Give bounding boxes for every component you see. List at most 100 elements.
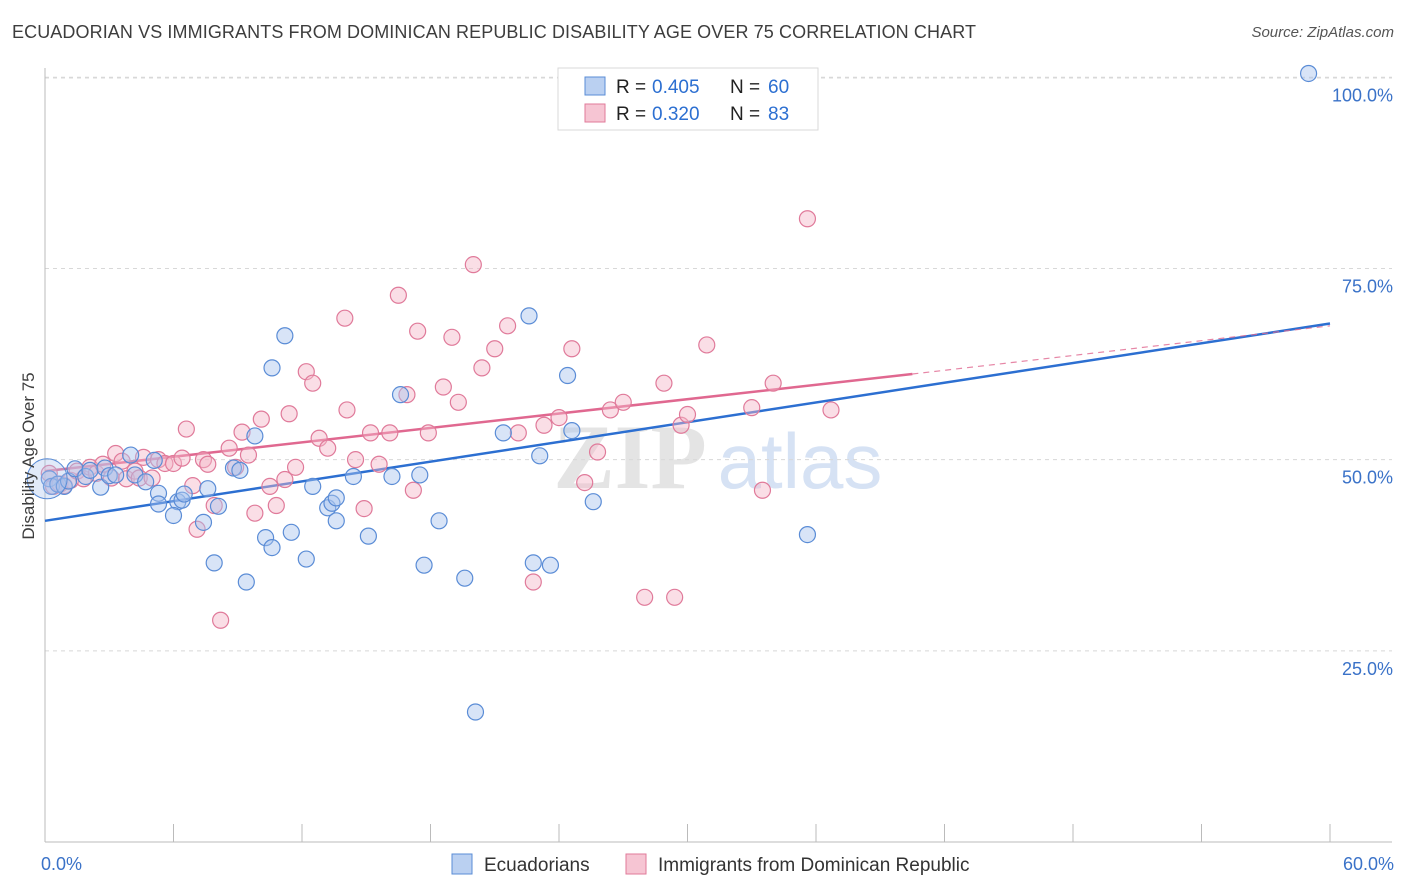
data-point-dominican — [134, 448, 153, 466]
data-point-dominican — [286, 458, 305, 476]
data-point-ecuadorian — [563, 421, 581, 440]
data-point-ecuadorian — [304, 477, 322, 496]
data-point-ecuadorian — [1299, 64, 1318, 83]
data-point-ecuadorian — [231, 461, 249, 479]
legend-r-label-2: R = — [616, 104, 646, 125]
data-point-ecuadorian — [344, 467, 362, 486]
data-point-dominican — [753, 481, 772, 499]
data-point-ecuadorian — [107, 466, 125, 484]
y-tick-label: 100.0% — [1332, 85, 1393, 105]
data-point-dominican — [636, 588, 654, 606]
data-point-ecuadorian — [122, 446, 140, 464]
data-point-dominican — [164, 454, 183, 473]
data-point-ecuadorian — [327, 489, 345, 507]
data-point-ecuadorian — [276, 327, 294, 345]
bottom-legend-label-ecuadorians: Ecuadorians — [484, 855, 590, 876]
data-point-ecuadorian — [584, 493, 602, 511]
data-point-ecuadorian — [531, 447, 549, 465]
data-point-dominican — [304, 374, 322, 392]
data-point-dominican — [346, 451, 365, 469]
data-point-dominican — [443, 328, 461, 346]
legend-r-value-2: 0.320 — [652, 104, 700, 125]
data-point-dominican — [398, 386, 416, 404]
data-point-ecuadorian — [456, 569, 474, 587]
data-point-dominican — [743, 399, 761, 417]
data-point-ecuadorian — [175, 485, 193, 503]
y-axis-title: Disability Age Over 75 — [19, 372, 38, 539]
bottom-legend-swatch-dominican — [625, 853, 647, 875]
data-point-dominican — [499, 317, 517, 335]
y-tick-label: 50.0% — [1342, 468, 1393, 488]
data-point-dominican — [261, 477, 279, 496]
data-point-dominican — [698, 336, 716, 354]
data-point-ecuadorian — [199, 480, 217, 498]
data-point-ecuadorian — [92, 478, 110, 496]
data-point-dominican — [338, 401, 356, 419]
legend-n-label-2: N = — [730, 104, 760, 125]
y-tick-label: 75.0% — [1342, 276, 1393, 296]
data-point-ecuadorian — [149, 495, 168, 513]
data-point-dominican — [666, 588, 684, 606]
bottom-legend-label-dominican: Immigrants from Dominican Republic — [658, 855, 970, 876]
legend-swatch-blue — [584, 76, 606, 96]
data-point-dominican — [449, 393, 467, 411]
data-point-dominican — [252, 410, 270, 428]
data-point-dominican — [280, 405, 298, 423]
data-point-ecuadorian — [137, 473, 155, 491]
data-point-ecuadorian — [798, 525, 817, 544]
source-label: Source: ZipAtlas.com — [1251, 24, 1394, 41]
data-point-dominican — [524, 573, 542, 591]
data-points — [26, 64, 1318, 721]
data-point-ecuadorian — [246, 427, 264, 445]
data-point-dominican — [464, 256, 482, 274]
data-point-dominican — [355, 499, 373, 518]
data-point-dominican — [764, 374, 782, 392]
data-point-ecuadorian — [520, 307, 538, 325]
data-point-ecuadorian — [100, 467, 118, 485]
data-point-dominican — [473, 359, 491, 377]
axes: 25.0% 50.0% 75.0% 100.0% 0.0% 60.0% — [41, 68, 1394, 874]
data-point-ecuadorian — [164, 506, 183, 525]
legend-r-value-1: 0.405 — [652, 77, 700, 98]
series-legend: Ecuadorians Immigrants from Dominican Re… — [451, 853, 970, 876]
data-point-dominican — [601, 401, 620, 419]
data-point-ecuadorian — [391, 386, 410, 404]
legend-r-label-1: R = — [616, 77, 646, 98]
data-point-dominican — [246, 504, 264, 522]
data-point-dominican — [267, 496, 285, 515]
data-point-dominican — [336, 309, 354, 327]
data-point-dominican — [212, 611, 230, 629]
chart-title: ECUADORIAN VS IMMIGRANTS FROM DOMINICAN … — [12, 22, 977, 42]
data-point-dominican — [220, 439, 238, 457]
data-point-ecuadorian — [541, 556, 560, 574]
trend-line-extension-pink — [912, 325, 1331, 375]
data-point-ecuadorian — [263, 359, 281, 377]
data-point-dominican — [173, 449, 191, 467]
x-tick-label: 0.0% — [41, 854, 82, 874]
data-point-dominican — [381, 424, 399, 442]
data-point-ecuadorian — [81, 461, 99, 479]
data-point-dominican — [361, 424, 380, 442]
data-point-dominican — [177, 420, 195, 438]
y-tick-label: 25.0% — [1342, 659, 1393, 679]
data-point-dominican — [798, 210, 817, 228]
data-point-dominican — [239, 446, 258, 464]
data-point-dominican — [389, 286, 407, 304]
data-point-dominican — [199, 455, 217, 473]
data-point-cluster — [26, 458, 68, 500]
data-point-dominican — [678, 405, 697, 424]
x-tick-label: 60.0% — [1343, 854, 1394, 874]
data-point-ecuadorian — [145, 451, 163, 470]
grid — [45, 76, 1392, 652]
data-point-ecuadorian — [209, 497, 228, 515]
data-point-dominican — [276, 470, 294, 489]
data-point-dominican — [655, 374, 673, 392]
data-point-ecuadorian — [205, 554, 223, 572]
data-point-dominican — [672, 416, 690, 434]
data-point-dominican — [188, 520, 206, 538]
data-point-dominican — [822, 401, 840, 419]
data-point-dominican — [486, 340, 504, 358]
data-point-ecuadorian — [237, 573, 255, 591]
data-point-dominican — [370, 455, 388, 473]
